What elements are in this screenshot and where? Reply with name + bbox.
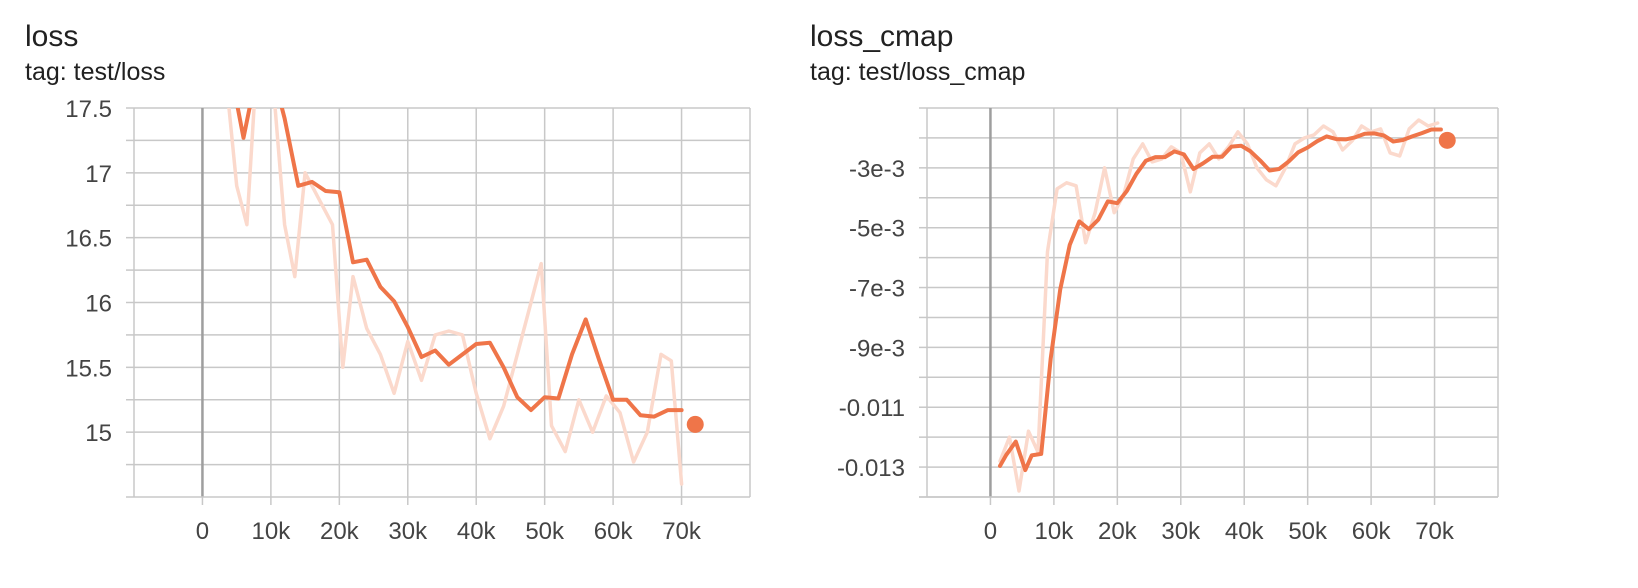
x-tick-label: 30k	[1161, 518, 1201, 545]
smoothed-series-line	[235, 108, 684, 419]
raw-series-line	[998, 118, 1440, 493]
grid	[133, 107, 751, 497]
x-tick-label: 60k	[1352, 518, 1392, 545]
y-tick-label: 15	[85, 420, 112, 447]
x-tick-label: 0	[196, 518, 209, 545]
chart-title: loss_cmap	[810, 20, 954, 53]
y-tick-label: 17.5	[65, 96, 112, 123]
x-tick-label: 50k	[1288, 518, 1328, 545]
x-tick-label: 10k	[1035, 518, 1075, 545]
x-tick-label: 40k	[1225, 518, 1265, 545]
y-tick-label: -7e-3	[849, 276, 905, 303]
loss-chart-svg[interactable]: 0 10k 20k 30k 40k 50k 60k 70k 15 15.5 16 16.5 17 17.5	[0, 0, 800, 588]
y-tick-label: -3e-3	[849, 156, 905, 183]
series-group	[998, 118, 1443, 493]
grid	[926, 107, 1499, 498]
x-tick-label: 20k	[1098, 518, 1138, 545]
x-tick-label: 20k	[320, 518, 360, 545]
smoothed-series-line	[998, 127, 1443, 473]
y-tick-label: -9e-3	[849, 335, 905, 362]
x-tick-label: 70k	[662, 518, 702, 545]
x-tick-label: 60k	[594, 518, 634, 545]
x-tick-label: 30k	[388, 518, 428, 545]
chart-subtitle: tag: test/loss	[25, 58, 166, 86]
x-tick-label: 70k	[1415, 518, 1455, 545]
x-tick-label: 10k	[252, 518, 292, 545]
last-point-marker	[1438, 131, 1456, 149]
y-tick-label: 16	[85, 291, 112, 318]
series-group	[227, 108, 684, 486]
raw-series-line	[227, 108, 684, 486]
y-tick-label: -0.013	[837, 455, 905, 482]
y-tick-label: 16.5	[65, 226, 112, 253]
chart-panel-loss-cmap: loss_cmap tag: test/loss_cmap 0 10k 20k 30k…	[800, 0, 1638, 588]
x-tick-label: 40k	[457, 518, 497, 545]
y-tick-label: 15.5	[65, 355, 112, 382]
y-tick-label: 17	[85, 161, 112, 188]
loss-cmap-chart-svg[interactable]: 0 10k 20k 30k 40k 50k 60k 70k -0.013 -0.011 -9e-3 -…	[800, 0, 1638, 588]
y-tick-label: -0.011	[839, 395, 905, 422]
y-tick-label: -5e-3	[849, 216, 905, 243]
chart-title: loss	[25, 20, 79, 53]
chart-panel-loss: loss tag: test/loss 0 10k 20k 30k 40k 50k 60k 7…	[0, 0, 800, 588]
x-tick-label: 0	[984, 518, 997, 545]
x-tick-label: 50k	[525, 518, 565, 545]
chart-subtitle: tag: test/loss_cmap	[810, 58, 1026, 86]
last-point-marker	[686, 415, 704, 433]
